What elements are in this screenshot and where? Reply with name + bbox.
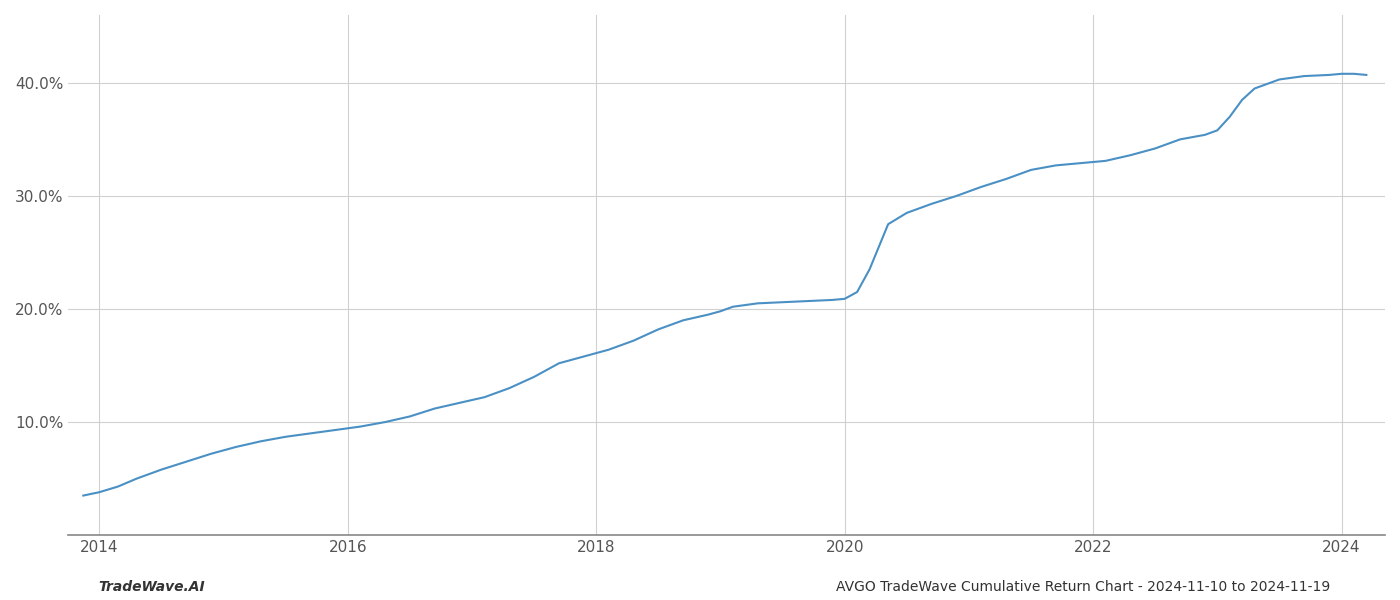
Text: TradeWave.AI: TradeWave.AI xyxy=(98,580,204,594)
Text: AVGO TradeWave Cumulative Return Chart - 2024-11-10 to 2024-11-19: AVGO TradeWave Cumulative Return Chart -… xyxy=(836,580,1330,594)
